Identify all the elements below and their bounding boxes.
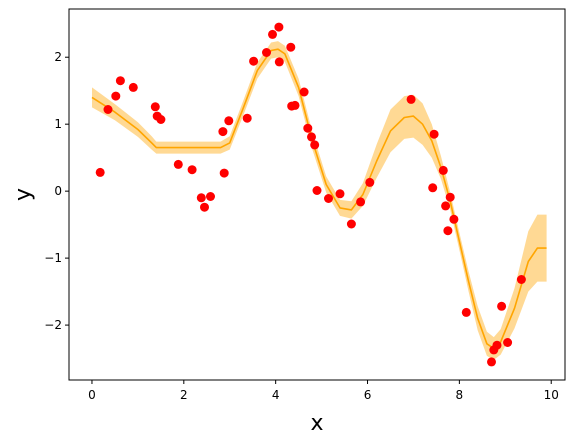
data-point xyxy=(103,105,113,114)
data-point xyxy=(95,167,105,177)
data-point xyxy=(441,201,451,211)
data-point xyxy=(262,48,271,57)
x-tick-label: 0 xyxy=(88,388,96,402)
data-point xyxy=(115,76,125,86)
data-point xyxy=(324,194,333,203)
x-tick-label: 8 xyxy=(456,388,464,402)
data-point xyxy=(438,165,448,175)
data-point xyxy=(242,113,252,123)
data-point xyxy=(249,56,259,66)
data-point xyxy=(274,57,284,67)
data-point xyxy=(307,132,316,142)
data-point xyxy=(111,91,121,101)
data-point xyxy=(492,340,502,350)
data-point xyxy=(335,189,345,199)
data-point xyxy=(299,87,309,97)
data-point xyxy=(461,307,471,317)
y-tick-label: 1 xyxy=(54,117,62,131)
x-tick-label: 10 xyxy=(544,388,559,402)
confidence-band xyxy=(92,41,547,360)
x-axis-ticks: 0 2 4 6 8 10 xyxy=(88,380,559,402)
data-point xyxy=(173,159,183,169)
data-point xyxy=(365,177,375,187)
data-point xyxy=(187,165,197,175)
x-axis-label: x xyxy=(310,411,323,436)
data-point xyxy=(218,127,228,137)
data-point xyxy=(200,202,209,212)
data-point xyxy=(303,123,313,133)
axes-frame xyxy=(68,8,566,381)
data-point xyxy=(487,357,496,367)
data-point xyxy=(516,275,526,284)
y-tick-label: 0 xyxy=(54,184,62,198)
data-point xyxy=(429,129,439,139)
data-point xyxy=(503,338,513,347)
plot-area xyxy=(91,22,547,367)
data-point xyxy=(268,29,277,39)
data-point xyxy=(224,116,234,126)
data-point xyxy=(346,219,356,229)
data-point xyxy=(445,192,455,202)
data-point xyxy=(219,168,229,178)
y-tick-label: 2 xyxy=(54,50,62,64)
data-point xyxy=(156,115,166,124)
x-tick-label: 2 xyxy=(180,388,188,402)
y-tick-label: −2 xyxy=(44,318,62,332)
data-point xyxy=(312,186,322,195)
data-point xyxy=(196,193,206,203)
x-tick-label: 4 xyxy=(272,388,280,402)
data-point xyxy=(310,140,320,150)
data-point xyxy=(290,100,300,110)
data-point xyxy=(128,82,138,92)
data-point xyxy=(428,183,438,193)
data-point xyxy=(406,94,416,104)
data-point xyxy=(206,192,215,201)
data-point xyxy=(356,197,366,207)
data-point xyxy=(286,42,296,52)
data-point xyxy=(274,22,284,32)
data-point xyxy=(497,301,507,311)
y-tick-label: −1 xyxy=(44,251,62,265)
x-tick-label: 6 xyxy=(364,388,372,402)
y-axis-label: y xyxy=(11,188,36,201)
data-point xyxy=(449,214,459,224)
data-point xyxy=(150,102,160,112)
y-axis-ticks: −2 −1 0 1 2 xyxy=(44,50,69,332)
data-point xyxy=(443,226,453,236)
fit-line xyxy=(91,48,547,350)
